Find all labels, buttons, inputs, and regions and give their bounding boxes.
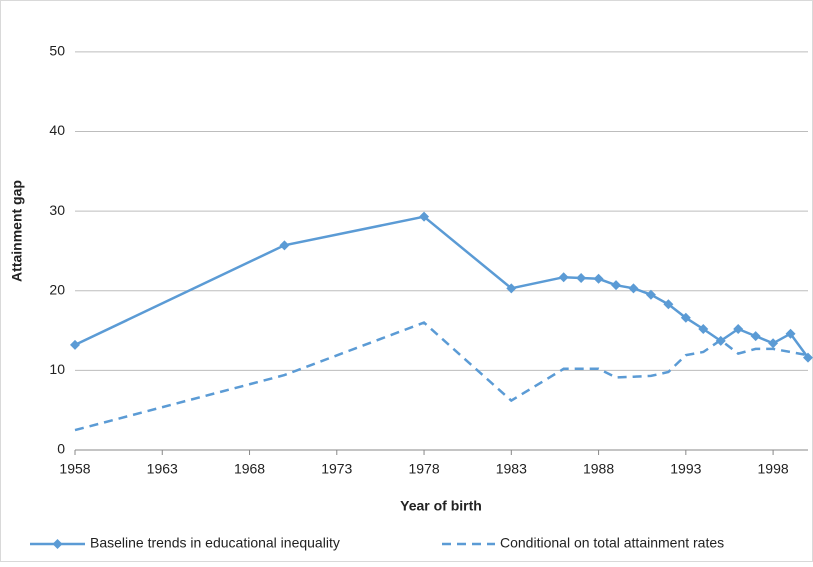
data-point (663, 299, 674, 310)
x-tick-label: 1983 (496, 461, 527, 477)
x-tick-label: 1993 (670, 461, 701, 477)
data-point (680, 312, 691, 323)
data-point (611, 280, 622, 291)
y-tick-label: 50 (49, 43, 65, 59)
series-line (74, 321, 809, 432)
data-point (576, 272, 587, 283)
y-tick-label: 30 (49, 202, 65, 218)
data-point (628, 283, 639, 294)
data-point (803, 352, 813, 363)
data-point (750, 331, 761, 342)
legend-label: Baseline trends in educational inequalit… (90, 535, 340, 551)
x-tick-label: 1978 (408, 461, 439, 477)
data-point (698, 323, 709, 334)
data-point (558, 272, 569, 283)
legend-marker (52, 539, 63, 549)
legend-label: Conditional on total attainment rates (500, 535, 724, 551)
x-axis-title: Year of birth (400, 498, 482, 514)
y-tick-label: 20 (49, 281, 65, 297)
data-point (70, 339, 80, 350)
data-point (768, 338, 779, 349)
y-tick-label: 40 (49, 122, 65, 138)
y-axis-title: Attainment gap (9, 180, 25, 282)
x-tick-label: 1968 (234, 461, 265, 477)
data-point (733, 323, 744, 334)
x-tick-label: 1988 (583, 461, 614, 477)
y-tick-label: 0 (57, 441, 65, 457)
data-point (593, 273, 604, 284)
data-point (506, 283, 517, 294)
x-tick-label: 1973 (321, 461, 352, 477)
data-point (785, 328, 796, 339)
y-tick-label: 10 (49, 361, 65, 377)
x-tick-label: 1998 (758, 461, 789, 477)
x-tick-label: 1958 (59, 461, 90, 477)
data-point (645, 289, 656, 300)
data-point (419, 211, 430, 222)
data-point (279, 240, 290, 251)
x-tick-label: 1963 (147, 461, 178, 477)
